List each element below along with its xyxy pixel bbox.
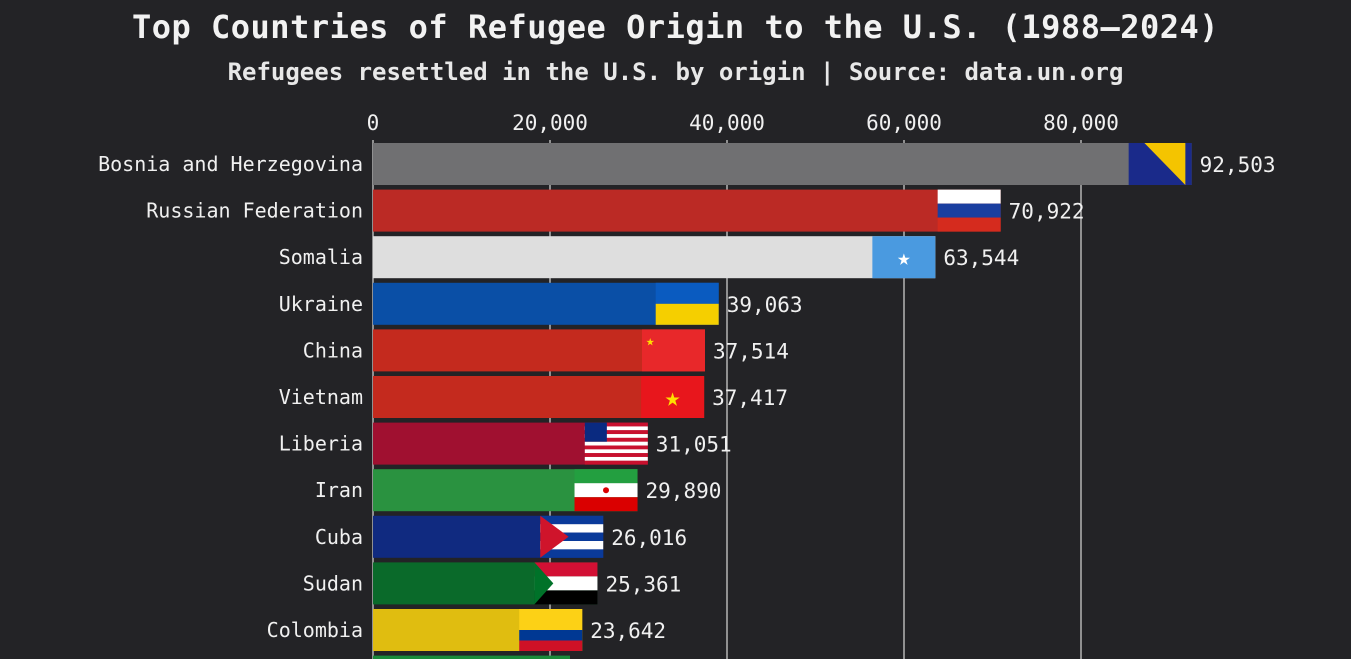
value-label: 37,417	[712, 386, 788, 410]
sudan-flag-icon	[534, 562, 598, 605]
svg-text:★: ★	[897, 246, 910, 271]
chart-subtitle: Refugees resettled in the U.S. by origin…	[227, 58, 1124, 86]
value-label: 37,514	[713, 339, 789, 363]
colombia-flag-icon	[519, 609, 583, 651]
bar-partial	[373, 655, 570, 659]
x-tick-label: 20,000	[512, 111, 588, 135]
vietnam-flag-icon: ★	[641, 376, 705, 418]
bar	[373, 143, 1192, 185]
value-label: 92,503	[1200, 153, 1276, 177]
category-label: Sudan	[303, 571, 363, 595]
value-label: 39,063	[727, 293, 803, 317]
bar	[373, 236, 936, 279]
category-label: Bosnia and Herzegovina	[98, 152, 363, 176]
value-label: 70,922	[1009, 200, 1085, 224]
bosnia-flag-icon	[1128, 143, 1192, 185]
category-label: Russian Federation	[146, 199, 363, 223]
x-tick-label: 60,000	[866, 111, 942, 135]
category-label: China	[303, 338, 363, 362]
somalia-flag-icon: ★	[872, 236, 936, 279]
russia-flag-icon	[937, 189, 1001, 232]
category-label: Cuba	[315, 525, 363, 549]
value-label: 31,051	[656, 433, 732, 457]
bar	[373, 189, 1001, 232]
category-label: Somalia	[279, 245, 363, 269]
x-tick-label: 80,000	[1043, 111, 1119, 135]
svg-text:★: ★	[646, 333, 655, 349]
value-label: 29,890	[646, 479, 722, 503]
liberia-flag-icon	[584, 422, 648, 465]
category-label: Liberia	[279, 432, 363, 456]
ukraine-flag-icon	[655, 282, 719, 325]
china-flag-icon: ★	[641, 329, 705, 372]
svg-text:★: ★	[665, 383, 681, 413]
category-label: Vietnam	[279, 385, 363, 409]
category-label: Iran	[315, 478, 363, 502]
cuba-flag-icon	[540, 515, 604, 558]
iran-flag-icon	[574, 469, 638, 512]
chart-title: Top Countries of Refugee Origin to the U…	[131, 8, 1220, 46]
x-tick-label: 0	[367, 111, 380, 135]
x-tick-label: 40,000	[689, 111, 765, 135]
category-label: Colombia	[267, 618, 363, 642]
value-label: 23,642	[590, 619, 666, 643]
category-label: Ukraine	[279, 292, 363, 316]
value-label: 63,544	[943, 246, 1019, 270]
value-label: 25,361	[605, 572, 681, 596]
value-label: 26,016	[611, 526, 687, 550]
